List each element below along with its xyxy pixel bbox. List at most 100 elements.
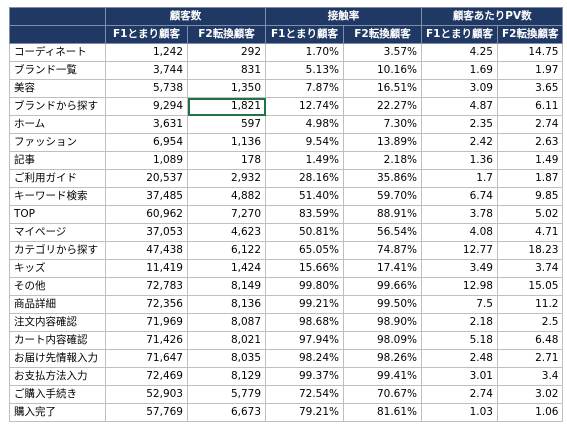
value-cell[interactable]: 4.87 (421, 97, 498, 116)
value-cell[interactable]: 56.54% (343, 223, 422, 242)
value-cell[interactable]: 74.87% (343, 241, 422, 260)
value-cell[interactable]: 3.01 (421, 367, 498, 386)
value-cell[interactable]: 8,136 (187, 295, 266, 314)
value-cell[interactable]: 1,424 (187, 259, 266, 278)
value-cell[interactable]: 3,631 (105, 115, 188, 134)
row-label-cell[interactable]: ファッション (9, 133, 106, 152)
value-cell[interactable]: 2.18% (343, 151, 422, 170)
value-cell[interactable]: 98.26% (343, 349, 422, 368)
value-cell[interactable]: 15.05 (496, 277, 564, 296)
value-cell[interactable]: 8,149 (187, 277, 266, 296)
value-cell[interactable]: 597 (187, 115, 266, 134)
row-label-cell[interactable]: その他 (9, 277, 106, 296)
row-label-cell[interactable]: キッズ (9, 259, 106, 278)
value-cell[interactable]: 6,673 (187, 403, 266, 422)
value-cell[interactable]: 1.69 (421, 61, 498, 80)
value-cell[interactable]: 7.87% (265, 79, 344, 98)
value-cell[interactable]: 20,537 (105, 169, 188, 188)
value-cell[interactable]: 3.09 (421, 79, 498, 98)
row-label-cell[interactable]: ご購入手続き (9, 385, 106, 404)
value-cell[interactable]: 98.68% (265, 313, 344, 332)
value-cell[interactable]: 97.94% (265, 331, 344, 350)
value-cell[interactable]: 2.48 (421, 349, 498, 368)
value-cell[interactable]: 72,783 (105, 277, 188, 296)
row-label-cell[interactable]: カテゴリから探す (9, 241, 106, 260)
value-cell[interactable]: 65.05% (265, 241, 344, 260)
value-cell[interactable]: 22.27% (343, 97, 422, 116)
value-cell[interactable]: 2.71 (496, 349, 564, 368)
value-cell[interactable]: 15.66% (265, 259, 344, 278)
value-cell[interactable]: 5.18 (421, 331, 498, 350)
row-label-cell[interactable]: ホーム (9, 115, 106, 134)
row-label-cell[interactable]: ブランドから探す (9, 97, 106, 116)
value-cell[interactable]: 72,469 (105, 367, 188, 386)
value-cell[interactable]: 2.18 (421, 313, 498, 332)
value-cell[interactable]: 3.74 (496, 259, 564, 278)
value-cell[interactable]: 10.16% (343, 61, 422, 80)
value-cell[interactable]: 13.89% (343, 133, 422, 152)
value-cell[interactable]: 4.98% (265, 115, 344, 134)
value-cell[interactable]: 83.59% (265, 205, 344, 224)
value-cell[interactable]: 6.74 (421, 187, 498, 206)
row-label-cell[interactable]: ブランド一覧 (9, 61, 106, 80)
value-cell[interactable]: 292 (187, 43, 266, 62)
value-cell[interactable]: 3.02 (496, 385, 564, 404)
value-cell[interactable]: 8,035 (187, 349, 266, 368)
row-label-cell[interactable]: カート内容確認 (9, 331, 106, 350)
value-cell[interactable]: 3.78 (421, 205, 498, 224)
value-cell[interactable]: 88.91% (343, 205, 422, 224)
value-cell[interactable]: 1.49% (265, 151, 344, 170)
value-cell[interactable]: 18.23 (496, 241, 564, 260)
value-cell[interactable]: 3.49 (421, 259, 498, 278)
value-cell[interactable]: 5.02 (496, 205, 564, 224)
row-label-cell[interactable]: コーディネート (9, 43, 106, 62)
value-cell[interactable]: 3.57% (343, 43, 422, 62)
value-cell[interactable]: 1,821 (187, 97, 266, 116)
value-cell[interactable]: 12.74% (265, 97, 344, 116)
value-cell[interactable]: 1.97 (496, 61, 564, 80)
value-cell[interactable]: 12.98 (421, 277, 498, 296)
value-cell[interactable]: 72.54% (265, 385, 344, 404)
value-cell[interactable]: 2.74 (496, 115, 564, 134)
value-cell[interactable]: 1,089 (105, 151, 188, 170)
value-cell[interactable]: 4.71 (496, 223, 564, 242)
value-cell[interactable]: 178 (187, 151, 266, 170)
value-cell[interactable]: 4,882 (187, 187, 266, 206)
value-cell[interactable]: 99.80% (265, 277, 344, 296)
value-cell[interactable]: 9.54% (265, 133, 344, 152)
value-cell[interactable]: 16.51% (343, 79, 422, 98)
value-cell[interactable]: 8,021 (187, 331, 266, 350)
value-cell[interactable]: 1,242 (105, 43, 188, 62)
value-cell[interactable]: 6,954 (105, 133, 188, 152)
value-cell[interactable]: 2,932 (187, 169, 266, 188)
value-cell[interactable]: 99.66% (343, 277, 422, 296)
value-cell[interactable]: 79.21% (265, 403, 344, 422)
value-cell[interactable]: 8,129 (187, 367, 266, 386)
value-cell[interactable]: 3.4 (496, 367, 564, 386)
value-cell[interactable]: 1.03 (421, 403, 498, 422)
row-label-cell[interactable]: TOP (9, 205, 106, 224)
value-cell[interactable]: 5,738 (105, 79, 188, 98)
value-cell[interactable]: 831 (187, 61, 266, 80)
row-label-cell[interactable]: 美容 (9, 79, 106, 98)
value-cell[interactable]: 99.50% (343, 295, 422, 314)
value-cell[interactable]: 9.85 (496, 187, 564, 206)
row-label-cell[interactable]: ご利用ガイド (9, 169, 106, 188)
row-label-cell[interactable]: キーワード検索 (9, 187, 106, 206)
value-cell[interactable]: 1.36 (421, 151, 498, 170)
row-label-cell[interactable]: 購入完了 (9, 403, 106, 422)
value-cell[interactable]: 11,419 (105, 259, 188, 278)
row-label-cell[interactable]: お支払方法入力 (9, 367, 106, 386)
value-cell[interactable]: 3.65 (496, 79, 564, 98)
value-cell[interactable]: 7,270 (187, 205, 266, 224)
value-cell[interactable]: 2.63 (496, 133, 564, 152)
value-cell[interactable]: 2.42 (421, 133, 498, 152)
value-cell[interactable]: 52,903 (105, 385, 188, 404)
value-cell[interactable]: 5,779 (187, 385, 266, 404)
row-label-cell[interactable]: 注文内容確認 (9, 313, 106, 332)
value-cell[interactable]: 1.06 (496, 403, 564, 422)
value-cell[interactable]: 99.37% (265, 367, 344, 386)
value-cell[interactable]: 71,426 (105, 331, 188, 350)
value-cell[interactable]: 99.21% (265, 295, 344, 314)
value-cell[interactable]: 37,053 (105, 223, 188, 242)
